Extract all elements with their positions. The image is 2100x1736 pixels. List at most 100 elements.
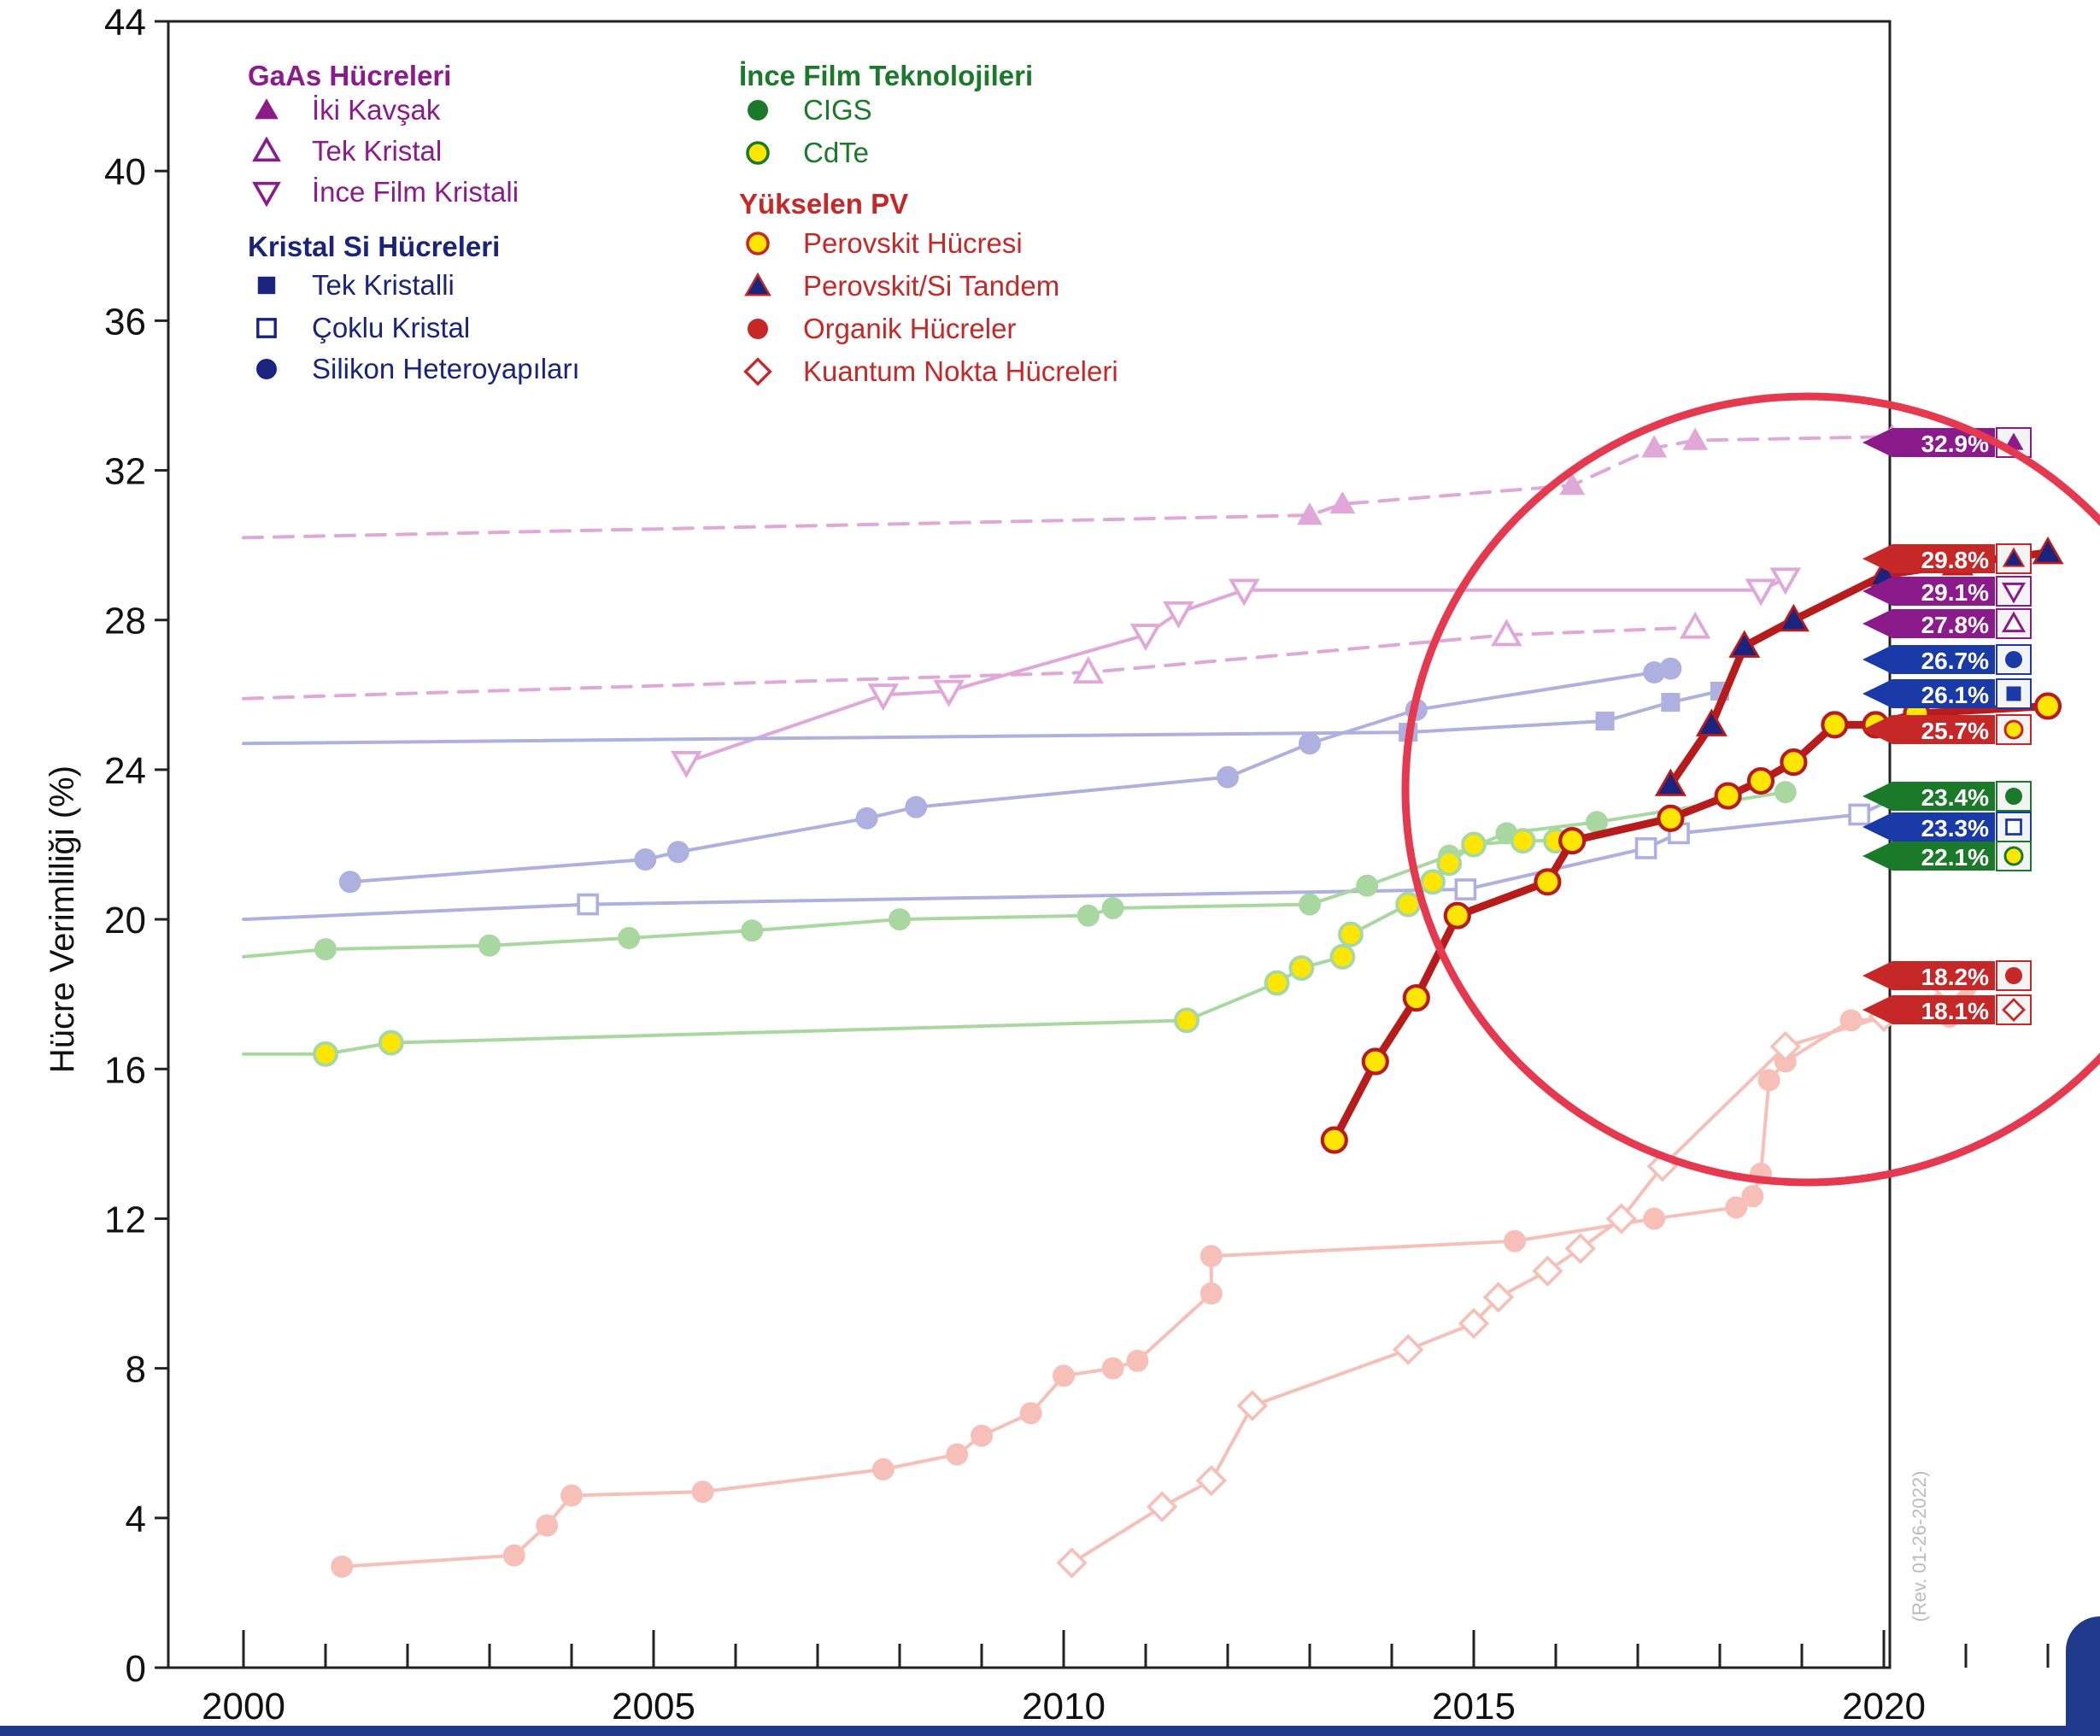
legend-item-label: Kuantum Nokta Hücreleri <box>803 355 1118 387</box>
data-point <box>1725 1196 1748 1219</box>
series-line <box>684 577 1787 765</box>
legend-marker <box>252 181 281 208</box>
data-point <box>313 1041 338 1067</box>
data-point <box>1361 1047 1389 1076</box>
data-point <box>871 1457 895 1481</box>
data-point <box>1174 1007 1200 1034</box>
series-i-nce-film-kristali <box>671 567 1802 779</box>
end-label-marker-box <box>1996 678 2032 709</box>
legend-marker <box>256 318 277 338</box>
data-point <box>1019 1402 1042 1425</box>
data-point <box>671 750 702 779</box>
data-point <box>1320 1126 1348 1154</box>
data-point <box>1195 1464 1227 1497</box>
data-point <box>1420 869 1446 895</box>
data-point <box>1769 1030 1801 1063</box>
series-tek-kristal <box>242 611 1711 701</box>
data-point <box>478 934 501 957</box>
data-point <box>1264 970 1290 996</box>
legend-marker <box>256 359 277 379</box>
legend-group: Yükselen PV Perovskit Hücresi Perovskit/Si… <box>739 188 1118 387</box>
end-label-text: 26.7% <box>1921 648 1989 674</box>
data-point <box>560 1484 583 1507</box>
end-label-marker-box <box>1996 781 2032 812</box>
data-point <box>1338 921 1364 947</box>
series-line <box>242 689 1722 746</box>
revision-note: (Rev. 01-26-2022) <box>1909 1471 1930 1622</box>
y-tick-label: 28 <box>104 601 146 642</box>
data-point <box>1200 1282 1223 1305</box>
y-tick-label: 8 <box>126 1349 146 1391</box>
legend-group-title: Yükselen PV <box>739 188 908 220</box>
end-label-tag <box>1862 544 1995 573</box>
legend-marker <box>255 98 279 120</box>
y-tick-label: 4 <box>126 1498 146 1540</box>
legend-group-title: Kristal Si Hücreleri <box>248 231 500 262</box>
end-label-text: 23.4% <box>1921 784 1989 811</box>
data-point <box>946 1443 969 1466</box>
end-label-tag <box>1862 645 1995 674</box>
end-label-marker <box>2003 846 2024 866</box>
data-point <box>1299 893 1321 916</box>
series-cdte <box>242 828 1569 1067</box>
end-label: 22.1% <box>1862 841 2032 871</box>
data-point <box>502 1544 525 1567</box>
data-point <box>1741 1185 1764 1208</box>
data-point <box>666 841 689 864</box>
data-point <box>1654 768 1686 796</box>
series-line <box>1330 701 2052 1144</box>
data-point <box>1200 1245 1223 1268</box>
end-label-tag <box>1862 679 1995 708</box>
end-label-marker <box>2001 611 2027 633</box>
data-point <box>1297 502 1323 525</box>
data-point <box>1217 765 1239 789</box>
legend-marker <box>257 276 276 295</box>
data-point <box>536 1514 559 1537</box>
y-tick-label: 12 <box>104 1199 146 1240</box>
end-label-marker <box>2005 818 2022 836</box>
legend-item-label: Perovskit/Si Tandem <box>803 270 1059 302</box>
end-label-marker <box>2003 719 2024 740</box>
legend-marker <box>744 272 771 296</box>
data-point <box>1777 603 1810 632</box>
data-point <box>1510 828 1536 854</box>
end-label-text: 27.8% <box>1921 612 1989 638</box>
data-point <box>1329 491 1356 514</box>
data-point <box>1695 708 1728 736</box>
legend-item-label: İnce Film Kristali <box>312 176 519 208</box>
end-label-text: 23.3% <box>1921 815 1989 842</box>
y-tick-label: 44 <box>104 2 146 44</box>
data-point <box>867 683 900 712</box>
data-point <box>691 1481 714 1504</box>
end-label-tag <box>1862 842 1995 871</box>
series--oklu-kristal <box>242 784 1912 922</box>
data-point <box>1461 831 1487 858</box>
end-label-text: 18.1% <box>1921 998 1989 1024</box>
data-point <box>1436 850 1463 877</box>
data-point <box>1329 943 1356 970</box>
data-point <box>1641 435 1668 458</box>
series-line <box>340 984 1968 1569</box>
legend-group: Kristal Si Hücreleri Tek Kristalli Çoklu K… <box>248 231 580 384</box>
data-point <box>1288 955 1315 981</box>
data-point <box>1163 601 1194 629</box>
data-point <box>1605 1203 1637 1235</box>
bottom-band <box>0 1726 2100 1736</box>
y-tick-label: 36 <box>104 301 146 343</box>
data-point <box>1746 766 1775 795</box>
legend-item-label: CdTe <box>803 137 869 168</box>
legend-item-label: Çoklu Kristal <box>312 312 470 343</box>
y-tick-label: 24 <box>104 750 146 792</box>
end-label-tag <box>1862 428 1995 457</box>
data-point <box>1532 1255 1563 1287</box>
end-label-marker <box>2001 582 2027 604</box>
data-point <box>1228 578 1260 607</box>
legend-item-label: Tek Kristalli <box>312 269 455 301</box>
end-label: 29.8% <box>1862 543 2032 574</box>
data-point <box>577 893 600 916</box>
data-point <box>1072 656 1105 684</box>
data-point <box>1745 578 1777 607</box>
data-point <box>1682 427 1709 450</box>
